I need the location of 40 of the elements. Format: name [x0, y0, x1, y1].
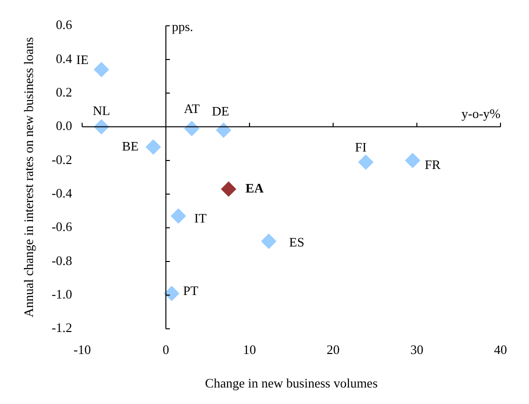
x-tick-label: 40: [494, 342, 507, 358]
y-tick-label: 0.4: [56, 50, 73, 66]
annotation: FR: [424, 156, 441, 172]
x-tick-label: -10: [74, 342, 91, 358]
annotation: EA: [246, 180, 264, 196]
y-tick-label: 0.2: [56, 84, 72, 100]
y-tick-label: -0.2: [52, 152, 72, 167]
y-tick-label: -1.0: [52, 286, 72, 302]
point: [261, 234, 276, 249]
point: [216, 122, 232, 138]
annotation: NL: [92, 103, 110, 118]
annotation: y-o-y%: [462, 106, 501, 122]
annotation: PT: [183, 282, 198, 298]
annotation: BE: [122, 138, 139, 154]
annotation: DE: [212, 104, 230, 119]
annotation: IE: [76, 52, 89, 67]
point: [358, 154, 374, 170]
x-tick-label: 0: [162, 342, 170, 358]
y-axis-title: Annual change in interest rates on new business loans: [21, 37, 36, 318]
y-tick-label: 0.0: [56, 118, 72, 134]
point: [170, 208, 186, 224]
point: [405, 152, 420, 168]
x-tick-label: 20: [326, 342, 340, 358]
annotation: FI: [355, 140, 367, 155]
annotation: IT: [194, 210, 207, 226]
annotation: AT: [184, 100, 200, 116]
point: [94, 62, 109, 78]
point: [146, 140, 161, 154]
x-axis-title: Change in new business volumes: [205, 376, 378, 391]
y-tick-label: -0.8: [52, 252, 72, 268]
x-tick-label: 30: [410, 342, 424, 358]
point: [164, 286, 180, 301]
annotation: pps.: [172, 19, 194, 34]
annotation: ES: [289, 234, 304, 250]
point: [221, 182, 236, 197]
y-tick-label: 0.6: [56, 17, 73, 32]
y-tick-label: -0.6: [52, 219, 73, 234]
y-tick-label: -0.4: [52, 186, 73, 201]
x-tick-label: 10: [243, 342, 256, 358]
y-tick-label: -1.2: [52, 320, 72, 336]
